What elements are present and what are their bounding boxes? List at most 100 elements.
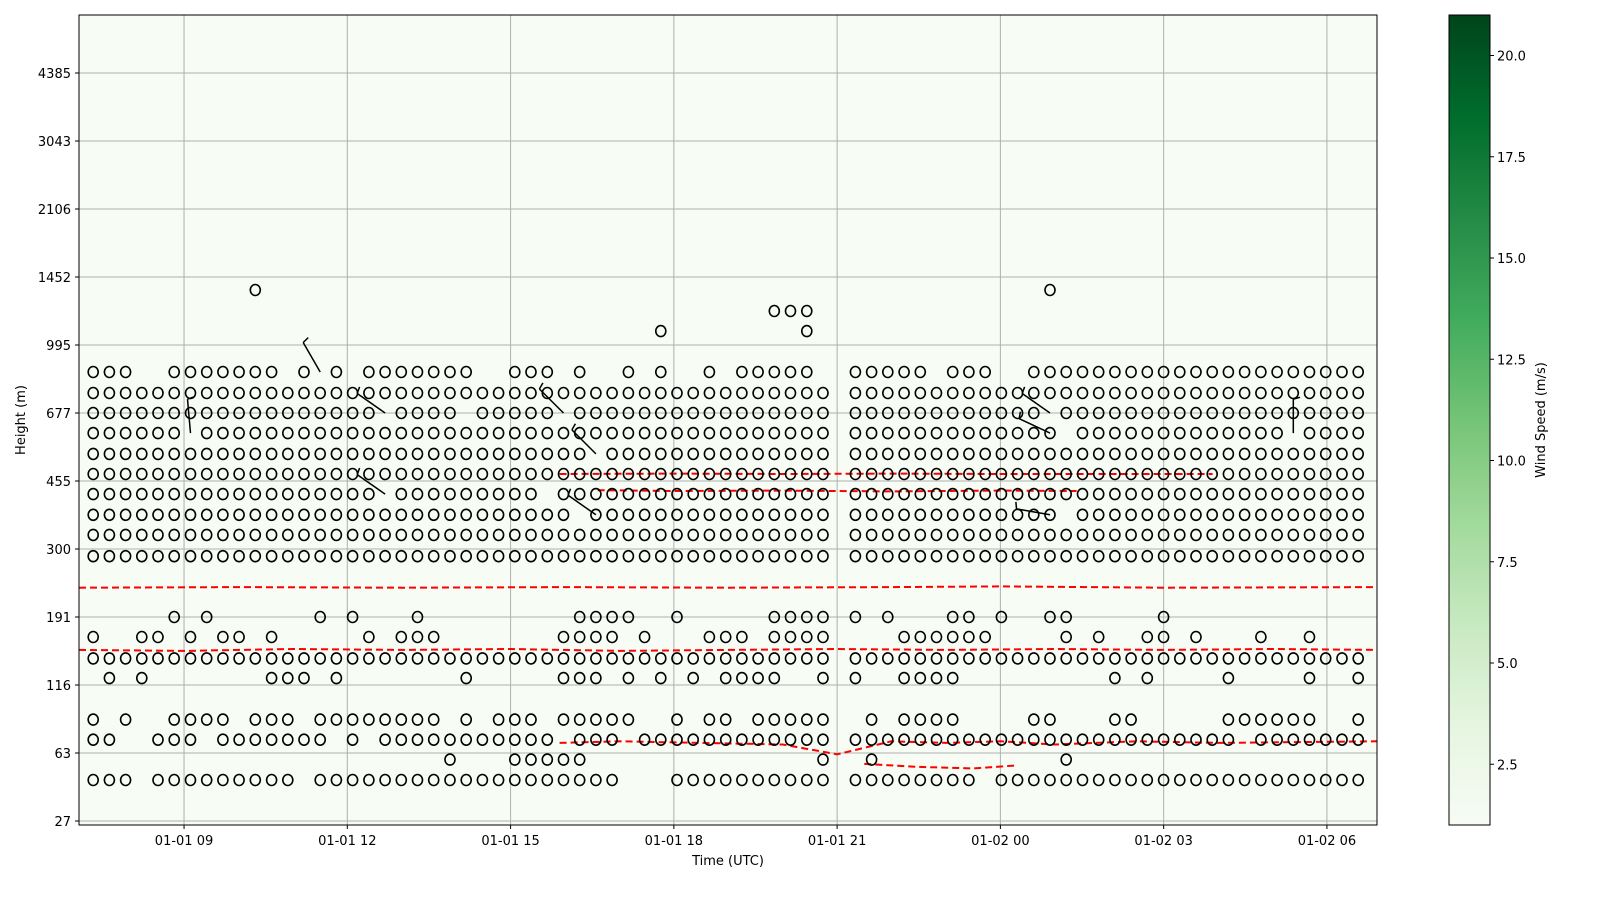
calm-wind-marker	[330, 487, 343, 501]
calm-wind-marker	[1060, 753, 1072, 766]
calm-wind-marker	[103, 549, 116, 563]
calm-wind-marker	[168, 467, 180, 481]
calm-wind-marker	[346, 426, 359, 440]
calm-wind-marker	[865, 733, 878, 747]
calm-wind-marker	[363, 713, 375, 726]
calm-wind-marker	[1028, 365, 1040, 379]
calm-wind-marker	[800, 447, 813, 461]
calm-wind-marker	[622, 508, 635, 522]
y-axis-label: Height (m)	[14, 385, 29, 455]
calm-wind-marker	[849, 386, 862, 400]
calm-wind-marker	[476, 733, 489, 747]
calm-wind-marker	[427, 773, 440, 787]
calm-wind-marker	[184, 652, 197, 665]
calm-wind-marker	[1319, 528, 1332, 542]
calm-wind-marker	[460, 487, 473, 501]
calm-wind-marker	[119, 426, 132, 440]
calm-wind-marker	[1076, 487, 1089, 501]
calm-wind-marker	[1060, 406, 1072, 420]
calm-wind-marker	[622, 447, 635, 461]
calm-wind-marker	[525, 549, 537, 563]
calm-wind-marker	[1336, 447, 1348, 461]
calm-wind-marker	[1238, 467, 1251, 481]
calm-wind-marker	[1044, 447, 1056, 461]
calm-wind-marker	[492, 406, 505, 420]
calm-wind-marker	[1190, 406, 1202, 420]
calm-wind-marker	[1109, 386, 1121, 400]
y-tick-label: 191	[46, 611, 71, 626]
calm-wind-marker	[249, 487, 262, 501]
calm-wind-marker	[1255, 487, 1267, 501]
calm-wind-marker	[1157, 365, 1170, 379]
calm-wind-marker	[379, 528, 391, 542]
calm-wind-marker	[152, 652, 164, 665]
y-tick-label: 995	[46, 339, 71, 354]
calm-wind-marker	[719, 447, 732, 461]
calm-wind-marker	[736, 652, 748, 665]
calm-wind-marker	[1028, 773, 1040, 787]
calm-wind-marker	[541, 426, 554, 440]
calm-wind-marker	[346, 508, 359, 522]
wind-barb-shaft	[538, 388, 565, 414]
calm-wind-marker	[849, 671, 862, 685]
calm-wind-marker	[249, 549, 262, 563]
calm-wind-marker	[103, 508, 116, 522]
calm-wind-marker	[200, 508, 213, 522]
calm-wind-marker	[914, 549, 927, 563]
calm-wind-marker	[622, 549, 635, 563]
wind-barb-flag	[1293, 396, 1301, 400]
calm-wind-marker	[1238, 773, 1251, 787]
calm-wind-marker	[898, 386, 910, 400]
calm-wind-marker	[314, 508, 327, 522]
calm-wind-marker	[590, 426, 602, 440]
calm-wind-marker	[119, 386, 132, 400]
calm-wind-marker	[168, 447, 180, 461]
calm-wind-marker	[1206, 467, 1218, 481]
calm-wind-marker	[557, 508, 570, 522]
calm-wind-marker	[265, 630, 278, 644]
calm-wind-marker	[703, 467, 716, 481]
calm-wind-marker	[1044, 283, 1056, 297]
calm-wind-marker	[606, 528, 618, 542]
calm-wind-marker	[119, 508, 132, 522]
calm-wind-marker	[1092, 365, 1105, 379]
calm-wind-marker	[671, 487, 683, 501]
calm-wind-marker	[525, 528, 537, 542]
colorbar-tick-label: 7.5	[1497, 556, 1518, 571]
calm-wind-marker	[736, 671, 748, 685]
calm-wind-marker	[298, 549, 310, 563]
calm-wind-marker	[606, 386, 618, 400]
calm-wind-marker	[784, 386, 797, 400]
calm-wind-marker	[590, 773, 602, 787]
calm-wind-marker	[1352, 733, 1364, 747]
colorbar-tick-label: 2.5	[1497, 758, 1518, 773]
x-tick-label: 01-02 06	[1298, 834, 1356, 849]
calm-wind-marker	[784, 426, 797, 440]
calm-wind-marker	[1141, 365, 1154, 379]
calm-wind-marker	[411, 630, 424, 644]
calm-wind-marker	[444, 426, 456, 440]
calm-wind-marker	[395, 508, 408, 522]
contour-line	[559, 740, 1377, 756]
calm-wind-marker	[898, 487, 910, 501]
wind-barb-flag	[1018, 411, 1022, 419]
calm-wind-marker	[200, 610, 213, 624]
calm-wind-marker	[752, 671, 764, 685]
calm-wind-marker	[1222, 365, 1235, 379]
calm-wind-marker	[557, 753, 570, 766]
calm-wind-marker	[1206, 652, 1218, 665]
calm-wind-marker	[1092, 406, 1105, 420]
calm-wind-marker	[217, 713, 229, 726]
calm-wind-marker	[411, 528, 424, 542]
calm-wind-marker	[492, 426, 505, 440]
calm-wind-marker	[979, 386, 992, 400]
wind-barb-shaft	[571, 429, 597, 455]
calm-wind-marker	[265, 386, 278, 400]
calm-wind-marker	[1044, 487, 1056, 501]
contour-lines	[79, 472, 1377, 770]
calm-wind-marker	[1255, 630, 1267, 644]
calm-wind-marker	[298, 508, 310, 522]
calm-wind-marker	[1174, 426, 1186, 440]
calm-wind-marker	[1222, 528, 1235, 542]
x-tick-label: 01-01 09	[155, 834, 213, 849]
